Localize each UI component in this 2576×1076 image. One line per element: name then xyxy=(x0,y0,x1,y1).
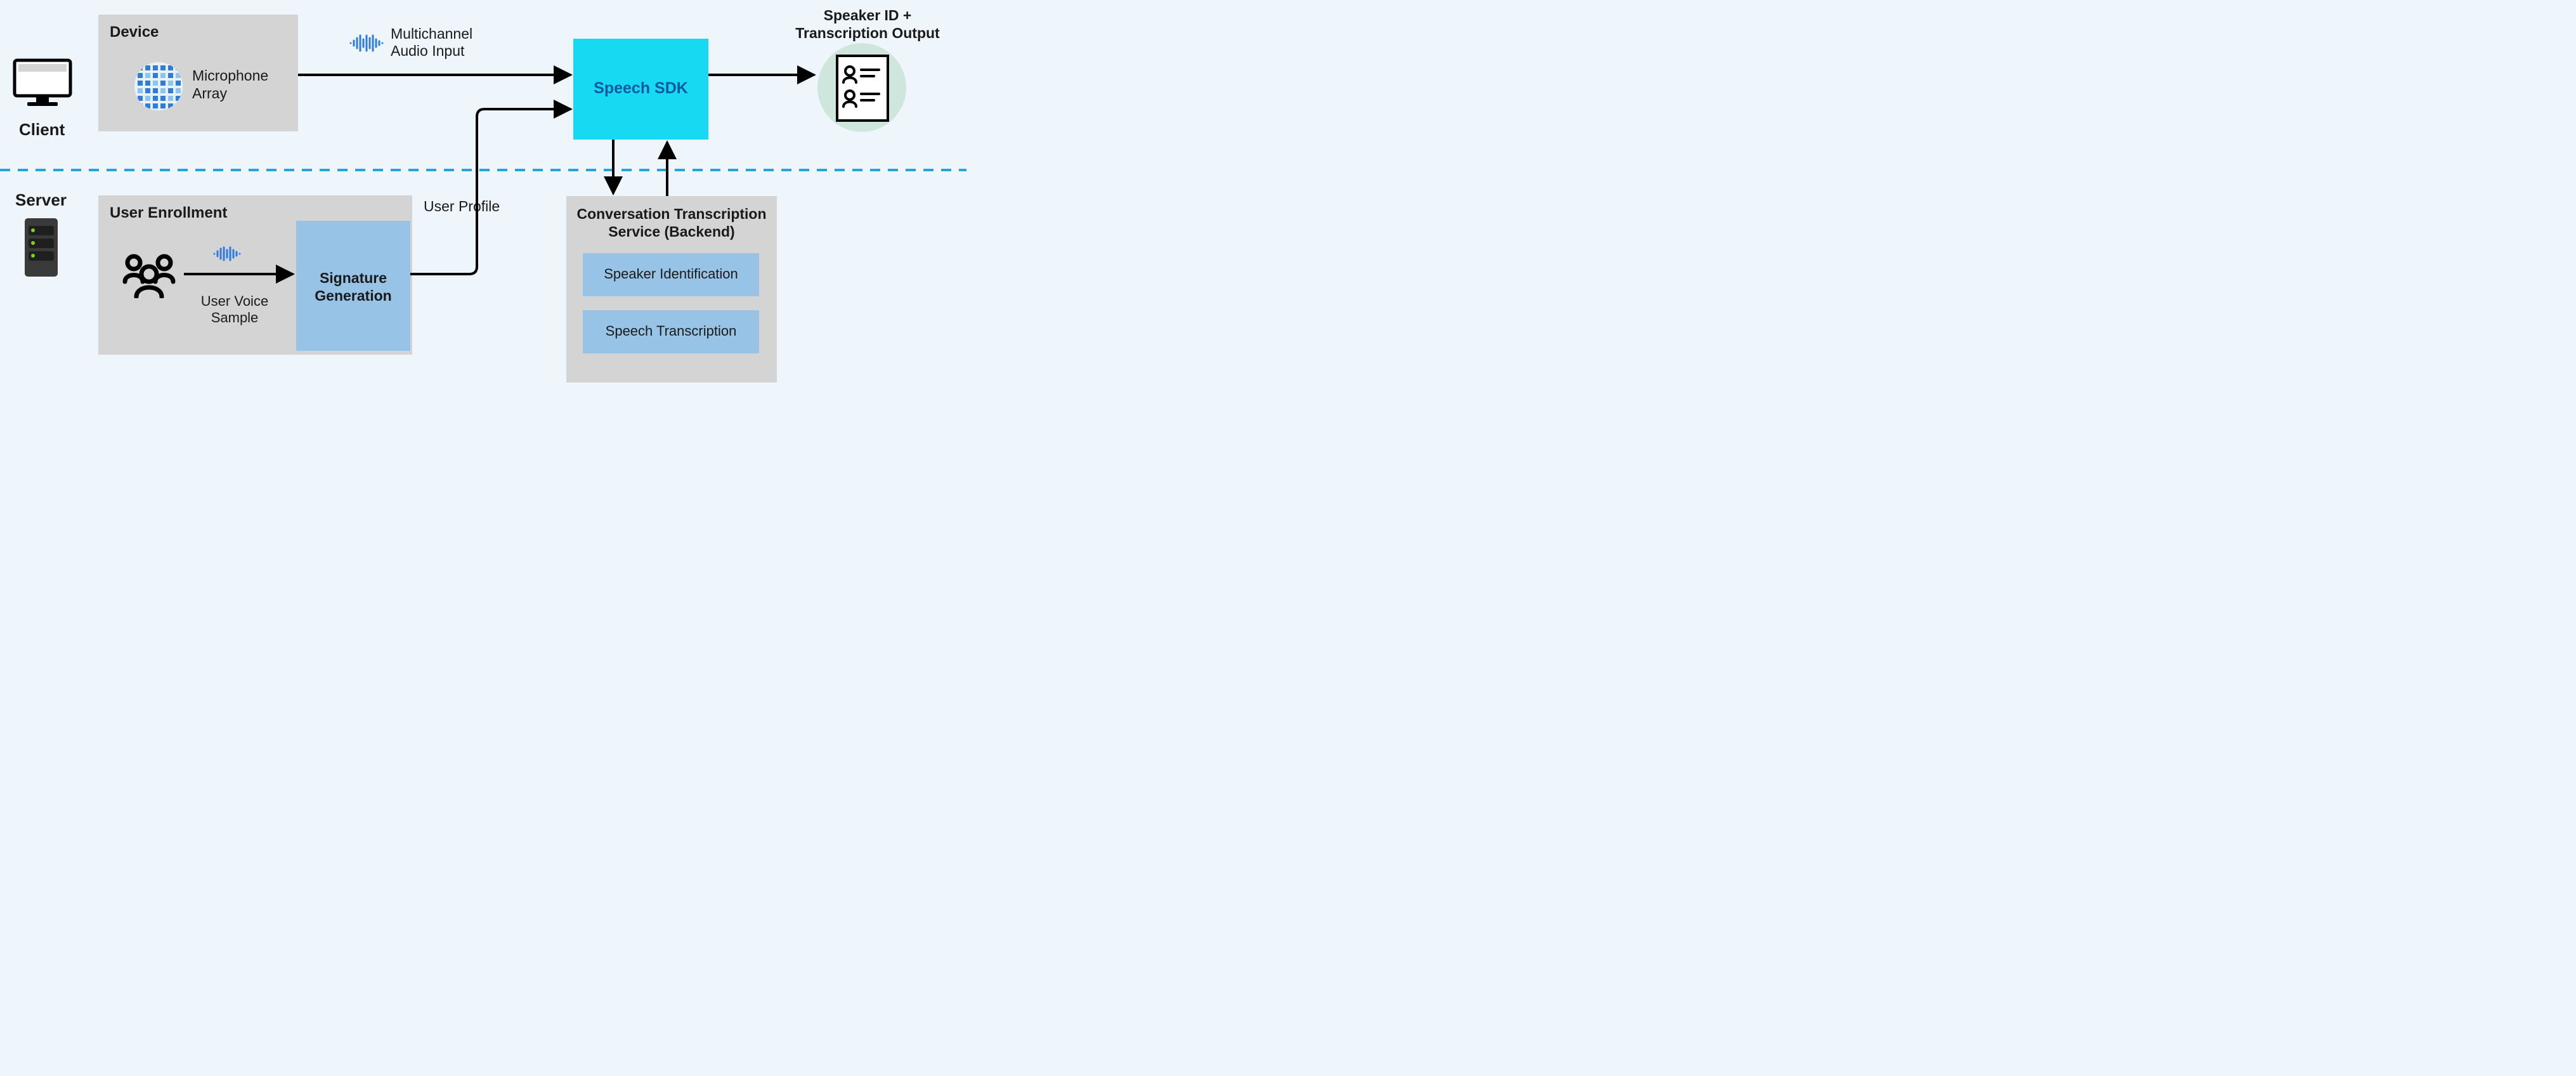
arrow-sig-sdk xyxy=(410,109,571,274)
output-title: Speaker ID + Transcription Output xyxy=(794,6,941,42)
signature-generation-box: Signature Generation xyxy=(296,221,410,351)
speech-sdk-label: Speech SDK xyxy=(573,79,708,98)
speech-trans-label: Speech Transcription xyxy=(583,323,759,339)
sig-gen-label: Signature Generation xyxy=(296,269,410,305)
device-title: Device xyxy=(110,23,159,41)
server-label: Server xyxy=(15,190,67,210)
enrollment-title: User Enrollment xyxy=(110,204,227,222)
mic-array-label: Microphone Array xyxy=(192,67,268,102)
user-profile-label: User Profile xyxy=(424,198,500,215)
audio-wave-icon xyxy=(349,34,384,52)
output-doc-icon xyxy=(836,55,889,122)
audio-input-label: Multichannel Audio Input xyxy=(391,25,472,60)
audio-wave-small-icon xyxy=(212,246,242,261)
client-monitor-icon xyxy=(12,58,73,107)
speaker-id-label: Speaker Identification xyxy=(583,266,759,282)
device-panel: Device xyxy=(98,15,298,131)
cts-title: Conversation Transcription Service (Back… xyxy=(566,205,777,240)
speech-sdk-box: Speech SDK xyxy=(573,39,708,140)
server-rack-icon xyxy=(23,217,59,278)
mic-array-icon xyxy=(134,62,183,111)
diagram-canvas: Device xyxy=(0,0,966,404)
client-label: Client xyxy=(19,120,65,140)
voice-sample-label: User Voice Sample xyxy=(187,293,282,326)
speaker-identification-box: Speaker Identification xyxy=(583,253,759,296)
speech-transcription-box: Speech Transcription xyxy=(583,310,759,353)
users-icon xyxy=(119,253,179,298)
